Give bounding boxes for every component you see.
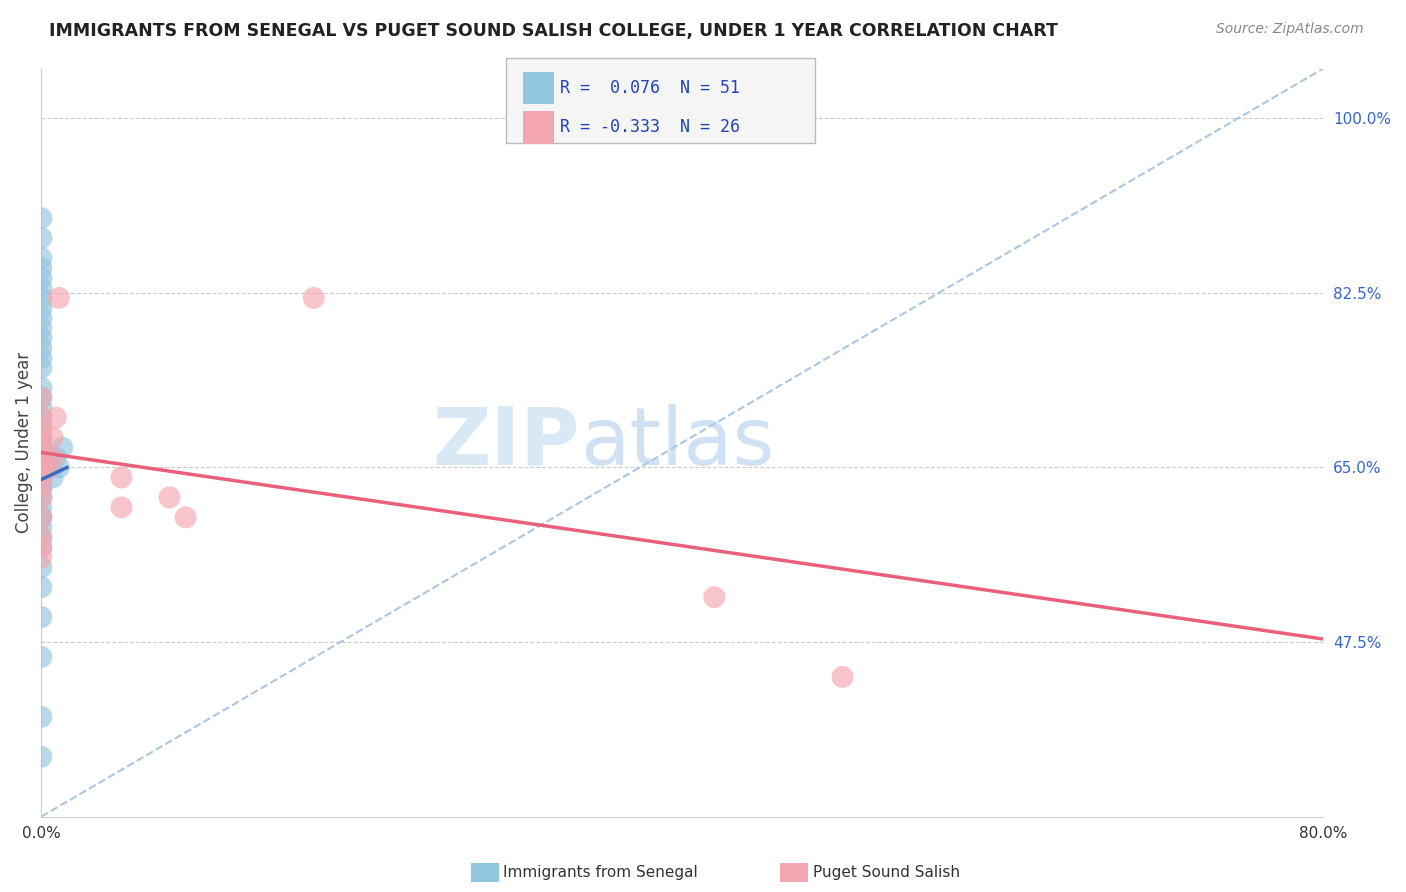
- Point: [30, 441, 52, 455]
- Point: [30, 491, 52, 505]
- Point: [30, 500, 52, 515]
- Point: [48, 460, 70, 475]
- Point: [30, 410, 52, 425]
- Point: [45, 450, 67, 465]
- Point: [30, 480, 52, 494]
- Point: [30, 650, 52, 665]
- Point: [30, 341, 52, 355]
- Point: [831, 670, 853, 684]
- Point: [30, 291, 52, 305]
- Point: [30, 231, 52, 245]
- Point: [30, 431, 52, 445]
- Point: [48, 291, 70, 305]
- Point: [30, 510, 52, 524]
- Point: [30, 510, 52, 524]
- Point: [30, 470, 52, 484]
- Point: [30, 710, 52, 724]
- Point: [30, 391, 52, 405]
- Text: Puget Sound Salish: Puget Sound Salish: [813, 865, 960, 880]
- Point: [51, 441, 73, 455]
- Text: IMMIGRANTS FROM SENEGAL VS PUGET SOUND SALISH COLLEGE, UNDER 1 YEAR CORRELATION : IMMIGRANTS FROM SENEGAL VS PUGET SOUND S…: [49, 22, 1059, 40]
- Point: [30, 491, 52, 505]
- Point: [703, 590, 725, 604]
- Point: [30, 460, 52, 475]
- Point: [30, 360, 52, 375]
- Point: [30, 431, 52, 445]
- Point: [30, 580, 52, 594]
- Point: [30, 391, 52, 405]
- Text: Immigrants from Senegal: Immigrants from Senegal: [503, 865, 699, 880]
- Point: [30, 310, 52, 325]
- Point: [30, 211, 52, 226]
- Point: [30, 281, 52, 295]
- Point: [30, 450, 52, 465]
- Point: [174, 510, 197, 524]
- Point: [30, 441, 52, 455]
- Point: [30, 470, 52, 484]
- Text: R = -0.333  N = 26: R = -0.333 N = 26: [560, 119, 740, 136]
- Point: [30, 401, 52, 415]
- Point: [110, 470, 132, 484]
- Point: [30, 530, 52, 544]
- Point: [30, 331, 52, 345]
- Point: [30, 749, 52, 764]
- Point: [302, 291, 325, 305]
- Point: [30, 530, 52, 544]
- Point: [30, 301, 52, 315]
- Point: [30, 260, 52, 275]
- Point: [38, 460, 60, 475]
- Point: [30, 610, 52, 624]
- Y-axis label: College, Under 1 year: College, Under 1 year: [15, 352, 32, 533]
- Point: [30, 470, 52, 484]
- Text: R =  0.076  N = 51: R = 0.076 N = 51: [560, 78, 740, 96]
- Point: [30, 410, 52, 425]
- Point: [30, 381, 52, 395]
- Point: [30, 420, 52, 434]
- Point: [41, 431, 63, 445]
- Point: [30, 420, 52, 434]
- Point: [159, 491, 181, 505]
- Point: [30, 450, 52, 465]
- Text: ZIP: ZIP: [433, 403, 579, 482]
- Point: [45, 410, 67, 425]
- Point: [30, 420, 52, 434]
- Point: [30, 480, 52, 494]
- Point: [30, 251, 52, 265]
- Point: [38, 450, 60, 465]
- Point: [38, 460, 60, 475]
- Point: [30, 480, 52, 494]
- Point: [30, 441, 52, 455]
- Point: [41, 470, 63, 484]
- Point: [30, 321, 52, 335]
- Point: [30, 520, 52, 534]
- Point: [30, 460, 52, 475]
- Point: [30, 460, 52, 475]
- Point: [30, 560, 52, 574]
- Point: [30, 541, 52, 555]
- Point: [110, 500, 132, 515]
- Point: [30, 431, 52, 445]
- Text: Source: ZipAtlas.com: Source: ZipAtlas.com: [1216, 22, 1364, 37]
- Text: atlas: atlas: [579, 403, 775, 482]
- Point: [30, 271, 52, 285]
- Point: [30, 550, 52, 565]
- Point: [30, 351, 52, 365]
- Point: [41, 450, 63, 465]
- Point: [30, 510, 52, 524]
- Point: [30, 450, 52, 465]
- Point: [30, 541, 52, 555]
